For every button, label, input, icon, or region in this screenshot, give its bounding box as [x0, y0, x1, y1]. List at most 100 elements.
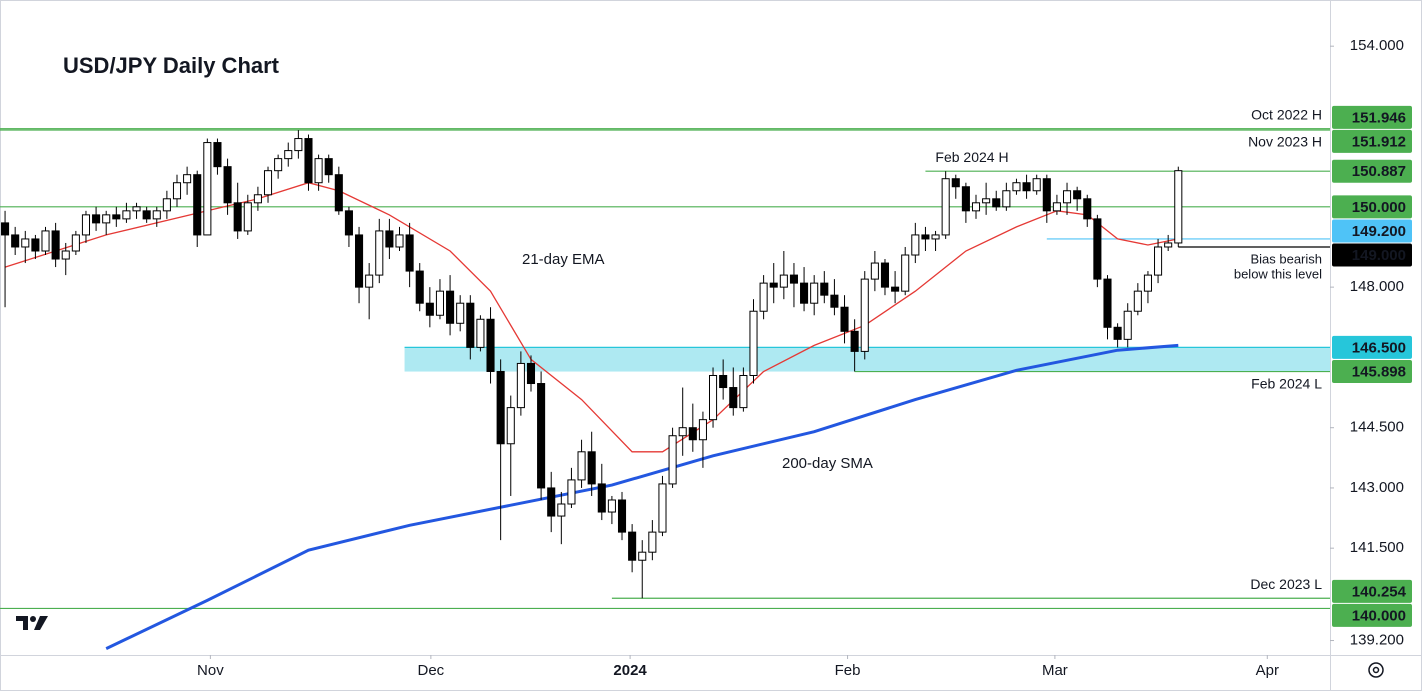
- candle-body: [880, 262, 890, 288]
- price-label-box: [1332, 159, 1412, 183]
- candle-body: [1123, 310, 1132, 340]
- candle-body: [344, 210, 353, 236]
- candle-body: [466, 302, 475, 348]
- candle-body: [92, 214, 101, 224]
- price-label-box: [1332, 195, 1412, 219]
- sma-line: [105, 343, 1179, 650]
- candle-body: [172, 182, 182, 200]
- candle-body: [982, 198, 991, 204]
- y-tick-label: 139.200: [1350, 632, 1404, 649]
- candle-body: [759, 282, 768, 312]
- candle-body: [1012, 182, 1021, 192]
- candle-body: [1113, 326, 1122, 340]
- candle-body: [446, 290, 455, 324]
- candle-body: [931, 234, 940, 240]
- candle-body: [789, 274, 798, 284]
- candle-body: [132, 206, 141, 212]
- candle-body: [628, 531, 637, 561]
- candle-body: [537, 383, 546, 489]
- candle-body: [1052, 202, 1061, 212]
- candle-body: [891, 286, 900, 292]
- x-tick-label: 2024: [613, 662, 647, 679]
- candle-body: [516, 362, 525, 409]
- price-label: 146.500: [1352, 339, 1406, 356]
- candle-body: [526, 362, 536, 385]
- candle-body: [263, 170, 273, 196]
- candle-body: [951, 178, 960, 188]
- y-tick-label: 144.500: [1350, 419, 1404, 436]
- candle-body: [1164, 242, 1173, 248]
- level-note: below this level: [1234, 266, 1322, 281]
- candle-body: [243, 202, 252, 232]
- candle-body: [577, 451, 586, 481]
- candle-body: [587, 451, 596, 485]
- level-note: Bias bearish: [1250, 251, 1322, 266]
- candle-body: [729, 387, 738, 409]
- candle-body: [961, 186, 970, 212]
- candle-body: [51, 230, 60, 260]
- candle-body: [1002, 190, 1011, 208]
- candle-body: [476, 318, 485, 348]
- candle-body: [253, 194, 262, 204]
- candle-body: [71, 234, 80, 252]
- level-note: Feb 2024 L: [1251, 375, 1322, 391]
- candle-body: [506, 407, 515, 445]
- candle-body: [1093, 218, 1102, 280]
- candle-body: [820, 282, 829, 296]
- candle-body: [597, 483, 606, 513]
- candle-body: [688, 427, 697, 441]
- candle-body: [749, 310, 758, 376]
- price-label-box: [1332, 335, 1412, 359]
- candle-body: [1042, 178, 1051, 212]
- price-label: 149.200: [1352, 223, 1406, 240]
- candle-body: [21, 238, 30, 248]
- candle-body: [486, 318, 495, 372]
- candle-body: [405, 234, 414, 272]
- candle-body: [870, 262, 879, 280]
- candle-body: [152, 210, 161, 220]
- y-tick-label: 148.000: [1350, 278, 1404, 295]
- candle-body: [607, 499, 616, 513]
- chart-title: USD/JPY Daily Chart: [63, 53, 280, 78]
- candle-body: [719, 374, 728, 389]
- candle-body: [122, 210, 131, 220]
- candle-body: [183, 174, 192, 184]
- candle-body: [1062, 190, 1072, 204]
- candle-body: [284, 150, 293, 160]
- price-label: 151.946: [1352, 109, 1406, 126]
- price-label-box: [1332, 579, 1412, 603]
- level-note: Dec 2023 L: [1250, 576, 1322, 592]
- candle-body: [941, 178, 950, 236]
- candle-body: [61, 250, 70, 260]
- candle-body: [355, 234, 364, 288]
- candle-body: [779, 274, 788, 288]
- candle-body: [294, 138, 303, 152]
- candle-body: [223, 166, 232, 204]
- price-label: 145.898: [1352, 364, 1406, 381]
- candle-body: [709, 374, 718, 421]
- candle-body: [567, 479, 576, 505]
- ema-label: 21-day EMA: [522, 251, 605, 268]
- candle-body: [810, 282, 819, 304]
- candle-body: [1143, 274, 1152, 292]
- price-label: 140.254: [1352, 583, 1407, 600]
- price-label: 151.912: [1352, 133, 1406, 150]
- candle-body: [274, 158, 283, 172]
- candle-body: [496, 370, 505, 445]
- candle-body: [1174, 170, 1183, 244]
- x-tick-label: Mar: [1042, 662, 1068, 679]
- settings-button[interactable]: [1368, 662, 1384, 678]
- candle-body: [658, 483, 667, 533]
- candle-body: [739, 374, 748, 409]
- price-label-box: [1332, 603, 1412, 627]
- level-note: Oct 2022 H: [1251, 106, 1322, 122]
- candle-body: [547, 487, 556, 517]
- x-tick-label: Apr: [1256, 662, 1279, 679]
- y-tick-label: 154.000: [1350, 37, 1404, 54]
- candle-body: [971, 202, 981, 212]
- candle-body: [840, 306, 849, 332]
- candle-body: [112, 214, 121, 220]
- candle-body: [992, 198, 1001, 208]
